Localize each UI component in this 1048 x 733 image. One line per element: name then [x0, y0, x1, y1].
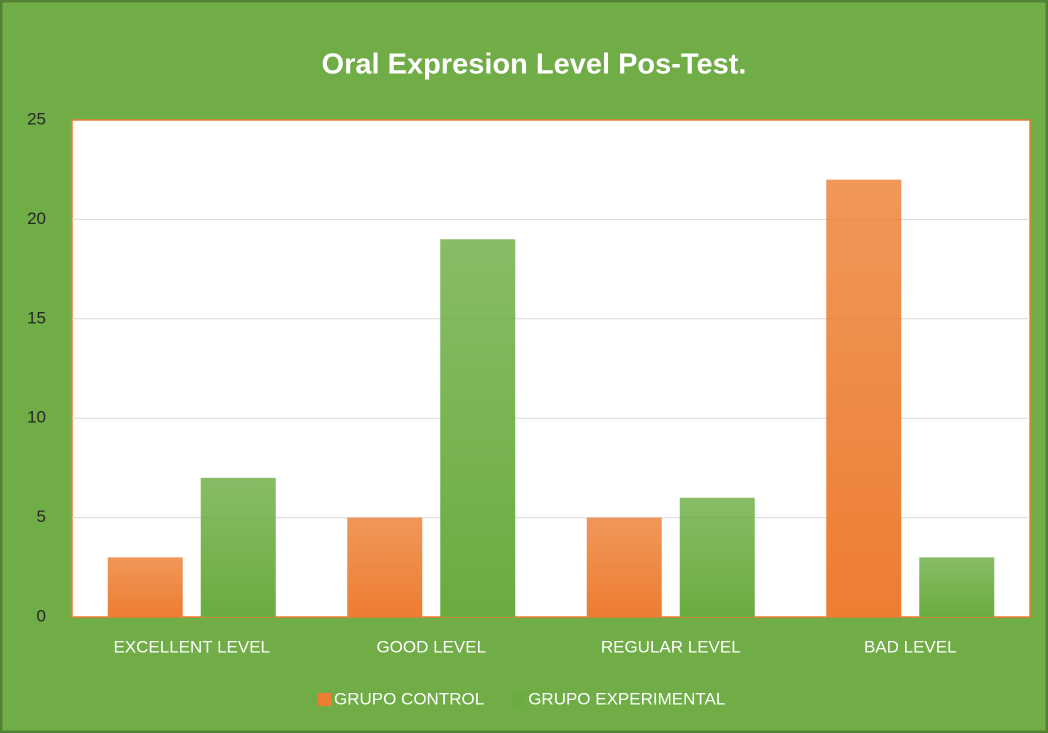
y-tick-label: 10: [27, 408, 46, 427]
bar: [107, 557, 183, 617]
x-tick-label: BAD LEVEL: [864, 637, 957, 656]
y-tick-label: 20: [27, 209, 46, 228]
bar: [586, 517, 662, 617]
y-tick-label: 5: [37, 507, 46, 526]
chart-title: Oral Expresion Level Pos-Test.: [322, 49, 747, 81]
x-tick-label: REGULAR LEVEL: [601, 637, 741, 656]
bar: [919, 557, 995, 617]
bar: [440, 239, 516, 617]
bar: [679, 497, 755, 617]
y-tick-label: 25: [27, 109, 46, 128]
x-tick-label: GOOD LEVEL: [376, 637, 486, 656]
legend-label: GRUPO CONTROL: [334, 689, 484, 708]
x-tick-label: EXCELLENT LEVEL: [113, 637, 270, 656]
legend-swatch: [318, 693, 331, 706]
y-tick-label: 0: [37, 606, 46, 625]
legend-label: GRUPO EXPERIMENTAL: [528, 689, 725, 708]
bar: [826, 179, 902, 617]
bar: [200, 477, 276, 617]
legend-swatch: [512, 693, 526, 706]
bar: [347, 517, 423, 617]
y-tick-label: 15: [27, 308, 46, 327]
